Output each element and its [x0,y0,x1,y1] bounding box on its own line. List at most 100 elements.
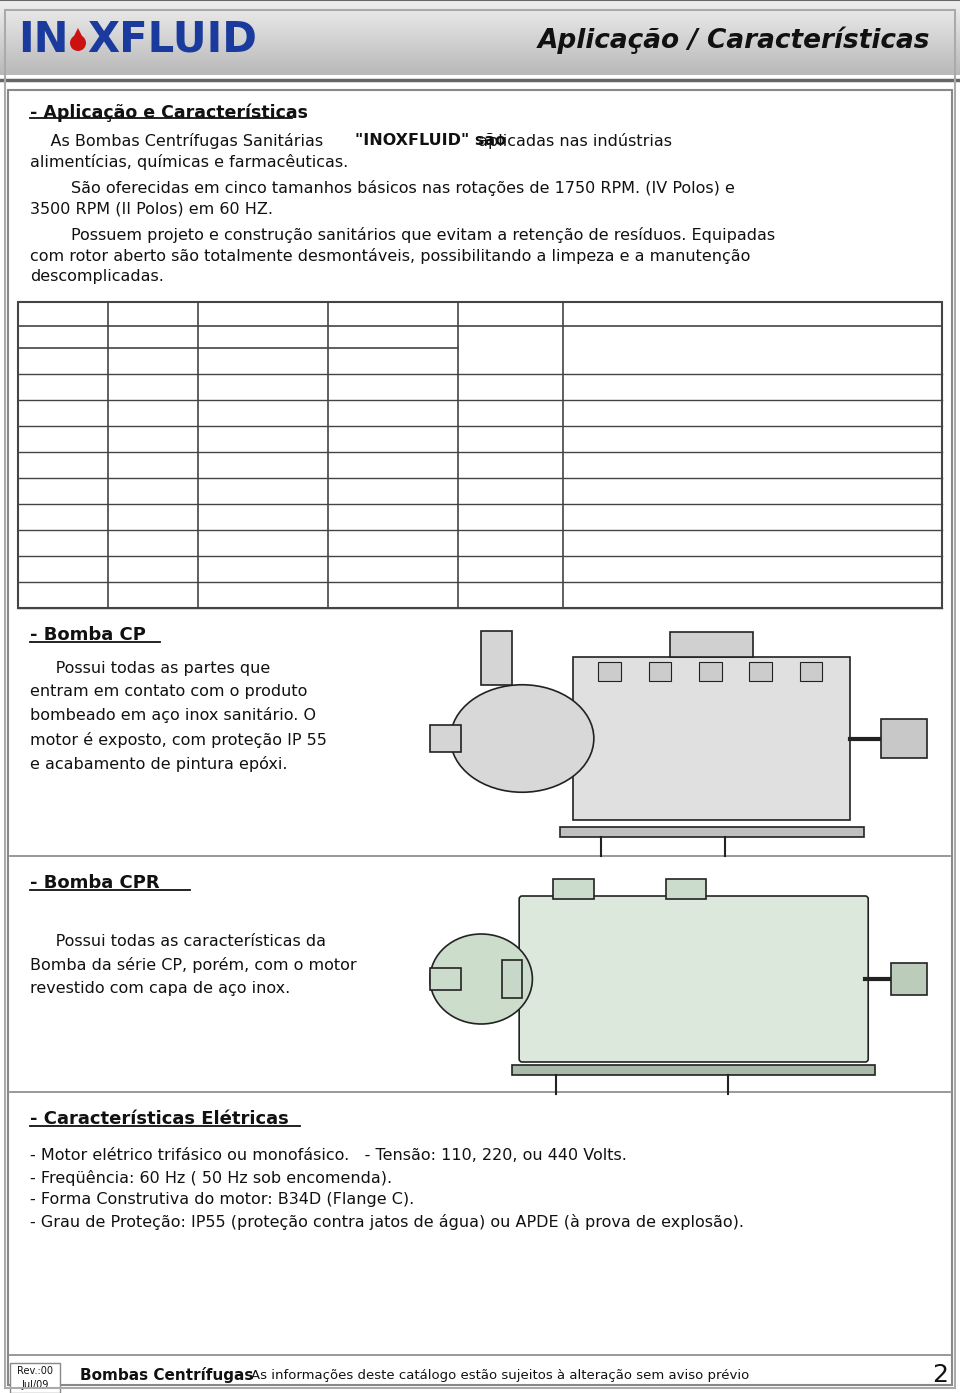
Text: - Bomba CPR: - Bomba CPR [30,873,159,892]
Text: Ø Rotor (Máx.): Ø Rotor (Máx.) [613,319,709,332]
Bar [880,719,926,758]
Text: 2½": 2½" [377,405,409,421]
Text: 16: 16 [54,405,73,421]
Text: 1750: 1750 [133,405,172,421]
Text: - Grau de Proteção: IP55 (proteção contra jatos de água) ou APDE (à prova de exp: - Grau de Proteção: IP55 (proteção contr… [30,1215,744,1230]
Text: 8": 8" [653,483,670,499]
Text: 3": 3" [254,535,272,550]
Text: 16: 16 [54,432,73,447]
Polygon shape [71,28,85,42]
Ellipse shape [450,685,594,793]
Text: Modelo: Modelo [39,308,87,320]
Text: 2": 2" [254,457,272,472]
Text: 1½": 1½" [494,405,526,421]
Text: Bombas Centrífugas: Bombas Centrífugas [80,1367,253,1383]
Text: 1½": 1½" [494,457,526,472]
Bar [800,662,822,681]
Text: 28: 28 [54,561,73,577]
Text: 1½": 1½" [494,354,526,369]
Text: Possuem projeto e construção sanitários que evitam a retenção de resíduos. Equip: Possuem projeto e construção sanitários … [30,227,775,242]
Bar [649,662,671,681]
Text: 3500: 3500 [133,432,172,447]
Bar [670,632,753,657]
Bar [502,960,522,999]
Bar [598,662,621,681]
Text: 4": 4" [653,379,670,394]
Text: 4": 4" [653,354,670,369]
Text: Padrão: Padrão [240,330,286,344]
Bar [665,879,707,898]
Bar [560,826,864,837]
Text: 1750: 1750 [133,561,172,577]
Bar [10,1362,60,1393]
Text: 2: 2 [932,1362,948,1387]
Text: 14: 14 [54,379,73,394]
Text: 3500: 3500 [133,535,172,550]
Ellipse shape [430,933,533,1024]
Text: 4": 4" [502,561,518,577]
Text: 1750: 1750 [133,510,172,525]
Text: - Aplicação e Características: - Aplicação e Características [30,103,308,121]
Text: 1½": 1½" [494,379,526,394]
Text: descomplicadas.: descomplicadas. [30,269,164,284]
Text: 4": 4" [254,561,272,577]
Text: 1½": 1½" [248,354,278,369]
Text: As informações deste catálogo estão sujeitos à alteração sem aviso prévio: As informações deste catálogo estão suje… [251,1368,749,1382]
Text: - Características Elétricas: - Características Elétricas [30,1110,289,1128]
Text: 28: 28 [54,510,73,525]
Text: - Bomba CP: - Bomba CP [30,625,146,644]
Text: 3500: 3500 [133,379,172,394]
Text: - Motor elétrico trifásico ou monofásico.   - Tensão: 110, 220, ou 440 Volts.: - Motor elétrico trifásico ou monofásico… [30,1148,627,1163]
Text: 2": 2" [502,510,518,525]
Bar [553,879,594,898]
Text: com rotor aberto são totalmente desmontáveis, possibilitando a limpeza e a manut: com rotor aberto são totalmente desmontá… [30,248,751,265]
Text: - Freqüência: 60 Hz ( 50 Hz sob encomenda).: - Freqüência: 60 Hz ( 50 Hz sob encomend… [30,1170,392,1185]
Text: 6": 6" [385,561,401,577]
Bar [430,726,461,752]
Text: 4": 4" [385,535,401,550]
Text: 3": 3" [385,483,401,499]
Text: Rotação: Rotação [126,308,180,320]
Text: 8": 8" [653,535,670,550]
Text: 6": 6" [385,588,401,603]
Text: 10": 10" [648,561,675,577]
Text: 2½": 2½" [377,432,409,447]
Text: 8": 8" [653,510,670,525]
Text: 2": 2" [385,379,401,394]
Text: 1750: 1750 [133,354,172,369]
Text: 8": 8" [653,457,670,472]
Text: 14: 14 [54,354,73,369]
Text: 10": 10" [648,588,675,603]
Bar [18,302,942,607]
Text: 2": 2" [502,535,518,550]
Text: 4": 4" [254,588,272,603]
Bar [891,963,926,995]
Bar [573,657,850,820]
Bar [512,1066,876,1075]
Circle shape [70,35,86,52]
Text: RPM: RPM [139,330,167,344]
Text: 3": 3" [254,510,272,525]
Text: As Bombas Centrífugas Sanitárias: As Bombas Centrífugas Sanitárias [30,132,328,149]
Text: Ø Saída: Ø Saída [485,319,537,332]
Text: 18: 18 [54,457,73,472]
FancyBboxPatch shape [519,896,868,1061]
Text: Aplicação / Características: Aplicação / Características [538,26,930,54]
Text: "INOXFLUID" são: "INOXFLUID" são [355,132,506,148]
Text: 2": 2" [254,483,272,499]
Text: - Forma Construtiva do motor: B34D (Flange C).: - Forma Construtiva do motor: B34D (Flan… [30,1192,415,1206]
Text: Possui todas as partes que
entram em contato com o produto
bombeado em aço inox : Possui todas as partes que entram em con… [30,662,326,772]
Bar [481,631,512,685]
Text: 1½": 1½" [494,432,526,447]
Text: Alargada: Alargada [363,330,422,344]
Text: 4": 4" [385,510,401,525]
Text: IN: IN [18,20,68,61]
Text: 2": 2" [254,432,272,447]
Text: 1½": 1½" [494,483,526,499]
Text: São oferecidas em cinco tamanhos básicos nas rotações de 1750 RPM. (IV Polos) e: São oferecidas em cinco tamanhos básicos… [30,180,734,196]
Text: alimentícias, químicas e farmacêuticas.: alimentícias, químicas e farmacêuticas. [30,155,348,170]
Text: XFLUID: XFLUID [87,20,257,61]
Text: 3": 3" [385,457,401,472]
Text: 1750: 1750 [133,457,172,472]
Bar [699,662,722,681]
